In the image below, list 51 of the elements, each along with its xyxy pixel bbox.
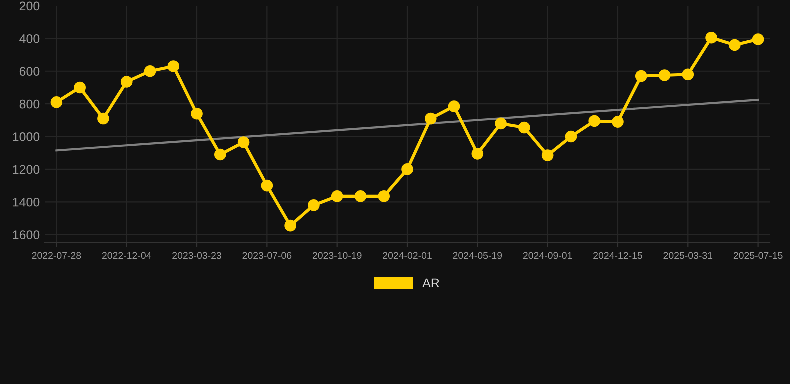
point <box>495 118 507 130</box>
point <box>191 108 203 120</box>
point <box>402 164 414 176</box>
point <box>74 82 86 94</box>
y-tick-label: 800 <box>20 100 40 109</box>
y-tick-label: 400 <box>20 34 40 44</box>
y-tick-label: 1600 <box>13 230 40 240</box>
x-tick-label: 2024-09-01 <box>523 252 572 260</box>
point <box>120 76 133 88</box>
point <box>658 70 671 82</box>
x-tick-label: 2024-05-19 <box>453 252 502 260</box>
y-tick-label: 1400 <box>13 198 40 207</box>
point <box>98 112 110 125</box>
point <box>448 100 460 112</box>
point <box>50 96 63 108</box>
y-tick-label: 1000 <box>13 132 40 142</box>
point <box>214 148 226 161</box>
point <box>308 200 320 212</box>
x-tick-label: 2022-07-28 <box>32 252 82 260</box>
point <box>588 115 600 128</box>
point <box>238 136 250 148</box>
point <box>354 190 367 202</box>
point <box>472 148 484 160</box>
y-tick-label: 1200 <box>13 165 40 174</box>
point <box>565 130 578 143</box>
x-tick-label: 2025-03-31 <box>664 252 713 260</box>
x-tick-label: 2023-03-23 <box>172 252 222 260</box>
point <box>144 65 156 78</box>
point <box>261 180 274 192</box>
x-tick-label: 2024-02-01 <box>383 252 432 260</box>
point <box>424 112 437 125</box>
x-tick-label: 2022-12-04 <box>102 252 152 260</box>
y-tick-label: 600 <box>20 67 40 76</box>
point <box>331 190 344 202</box>
point <box>612 116 624 128</box>
point <box>635 70 648 82</box>
point <box>378 190 390 202</box>
point <box>284 220 296 232</box>
x-tick-label: 2025-07-15 <box>734 252 783 260</box>
y-tick-label: 200 <box>20 2 40 11</box>
legend-label: AR <box>422 278 440 288</box>
point <box>706 32 718 44</box>
point <box>752 34 764 46</box>
point <box>168 60 180 72</box>
point <box>518 122 530 134</box>
x-tick-label: 2024-12-15 <box>594 252 642 260</box>
point <box>542 150 554 162</box>
point <box>729 39 741 52</box>
x-tick-label: 2023-07-06 <box>242 252 292 260</box>
point <box>682 68 694 81</box>
x-tick-label: 2023-10-19 <box>312 252 362 260</box>
